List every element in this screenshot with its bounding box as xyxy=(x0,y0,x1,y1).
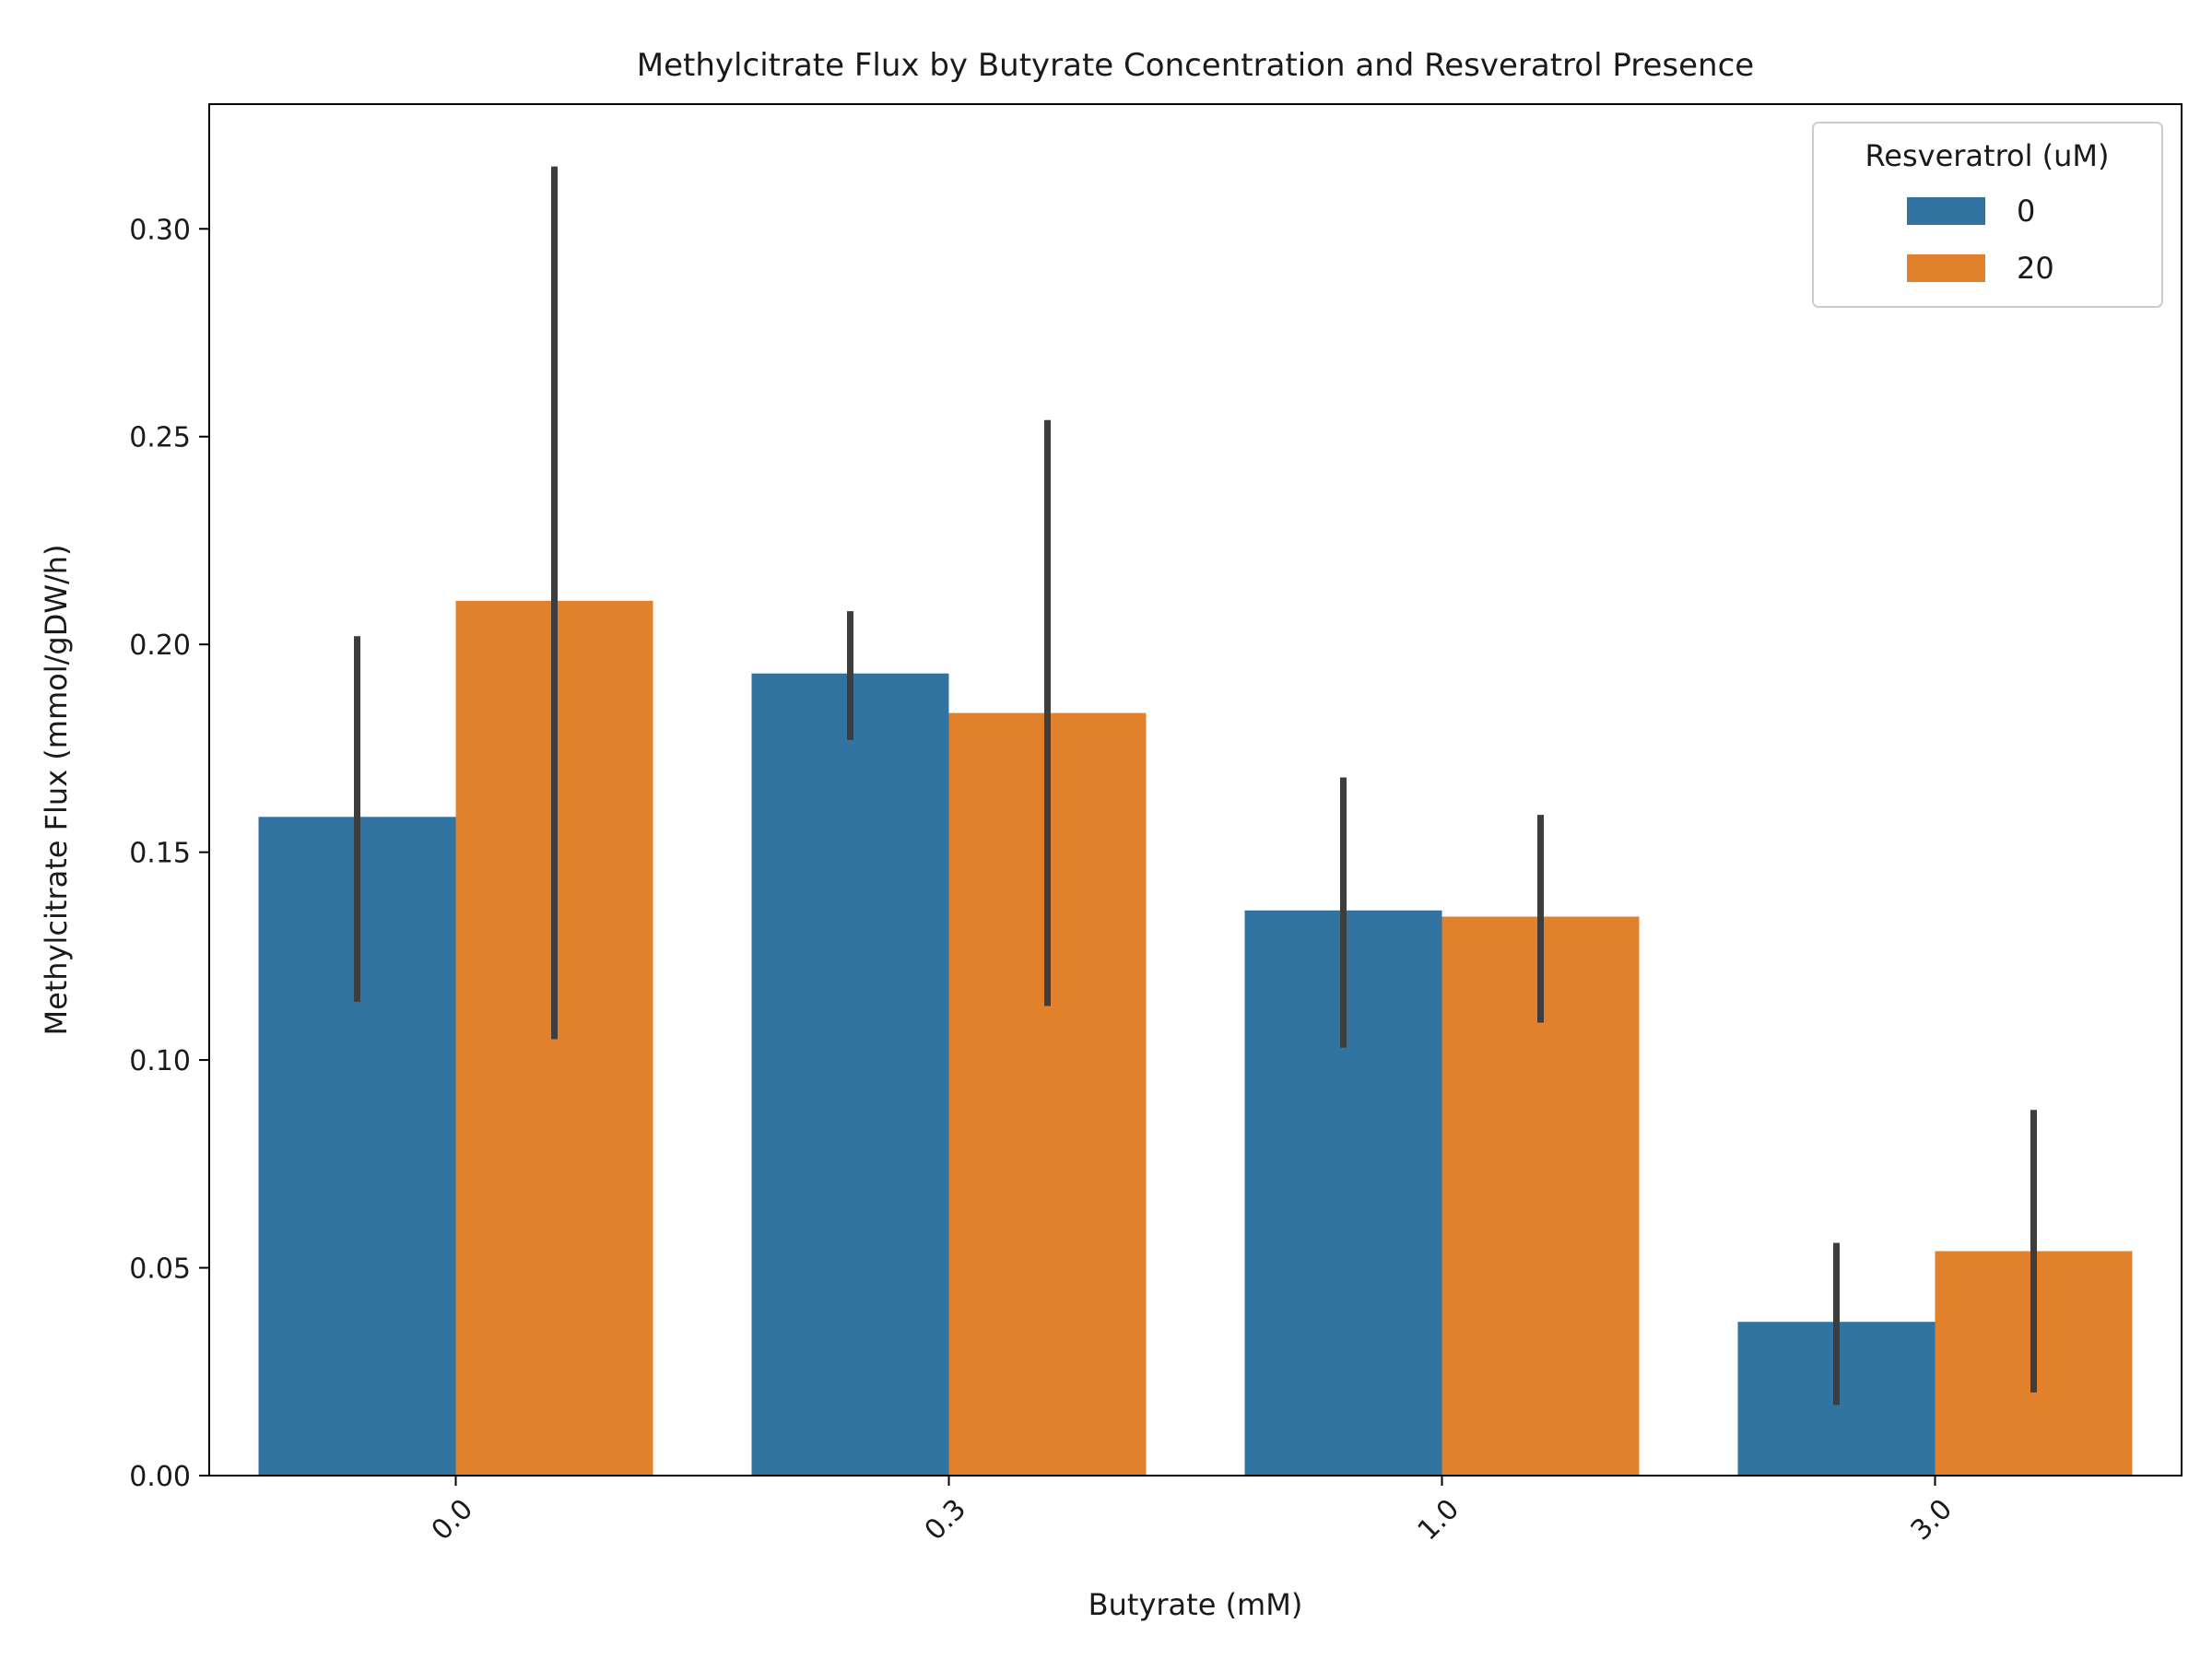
y-tick-label: 0.25 xyxy=(129,422,191,454)
legend-label-20: 20 xyxy=(2017,251,2054,286)
plot-frame xyxy=(208,103,2183,1477)
y-axis-label: Methylcitrate Flux (mmol/gDW/h) xyxy=(39,544,74,1035)
y-tick-label: 0.00 xyxy=(129,1461,191,1493)
legend[interactable]: Resveratrol (uM) 0 20 xyxy=(1812,122,2163,308)
legend-swatch-0 xyxy=(1907,197,1985,225)
y-tick-label: 0.10 xyxy=(129,1045,191,1077)
y-tick-label: 0.15 xyxy=(129,838,191,870)
chart-title: Methylcitrate Flux by Butyrate Concentra… xyxy=(637,47,1754,84)
y-tick-label: 0.30 xyxy=(129,214,191,246)
legend-label-0: 0 xyxy=(2017,194,2035,229)
y-tick-label: 0.20 xyxy=(129,629,191,662)
x-axis-label: Butyrate (mM) xyxy=(1088,1587,1303,1622)
legend-items: 0 20 xyxy=(1907,194,2054,286)
plot-area xyxy=(258,166,2133,1476)
y-tick-label: 0.05 xyxy=(129,1253,191,1286)
legend-swatch-20 xyxy=(1907,254,1985,282)
legend-box xyxy=(1812,122,2163,308)
bar-0-0.3 xyxy=(751,673,949,1476)
legend-title: Resveratrol (uM) xyxy=(1865,138,2109,173)
